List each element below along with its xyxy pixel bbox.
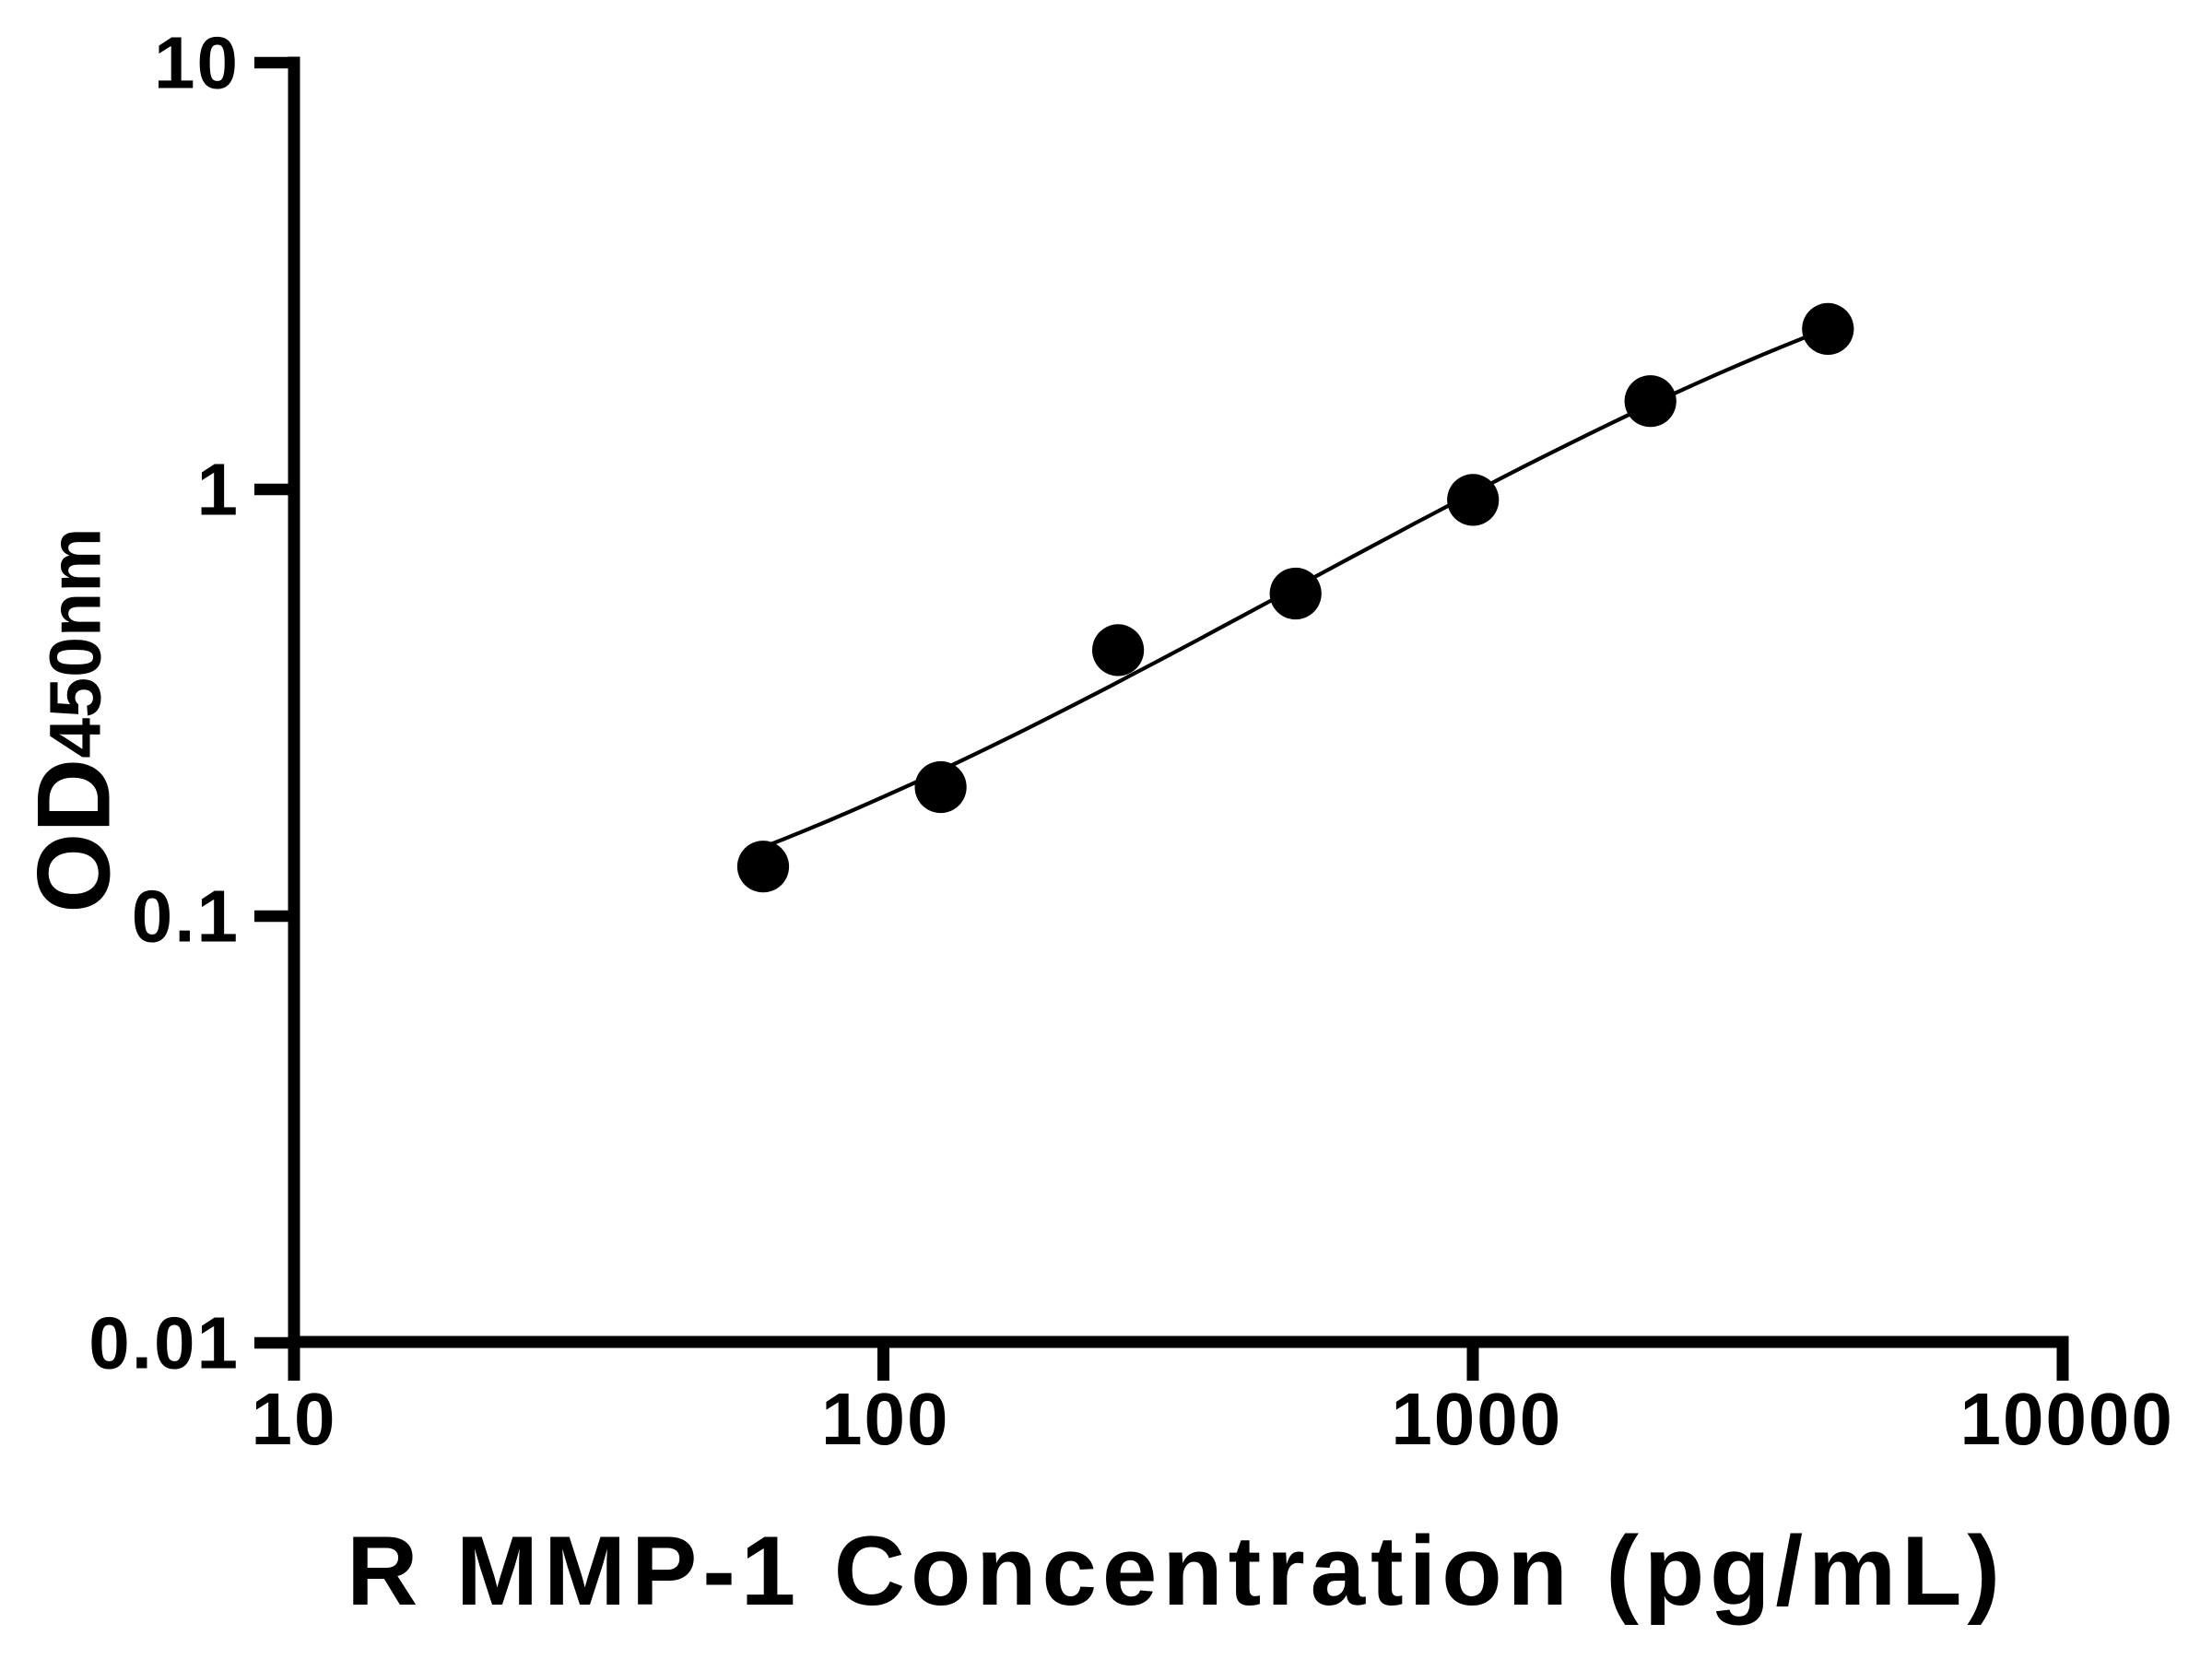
svg-text:10: 10 [154, 22, 240, 104]
svg-text:1000: 1000 [1391, 1378, 1562, 1460]
svg-text:R MMP-1 Concentration (pg/mL): R MMP-1 Concentration (pg/mL) [347, 1515, 2006, 1626]
svg-text:1: 1 [197, 449, 241, 531]
svg-text:100: 100 [821, 1378, 949, 1460]
svg-text:10000: 10000 [1959, 1378, 2173, 1460]
svg-text:OD450nm: OD450nm [17, 527, 132, 912]
svg-text:10: 10 [252, 1378, 337, 1460]
svg-text:0.1: 0.1 [132, 876, 240, 958]
svg-text:0.01: 0.01 [88, 1302, 240, 1384]
